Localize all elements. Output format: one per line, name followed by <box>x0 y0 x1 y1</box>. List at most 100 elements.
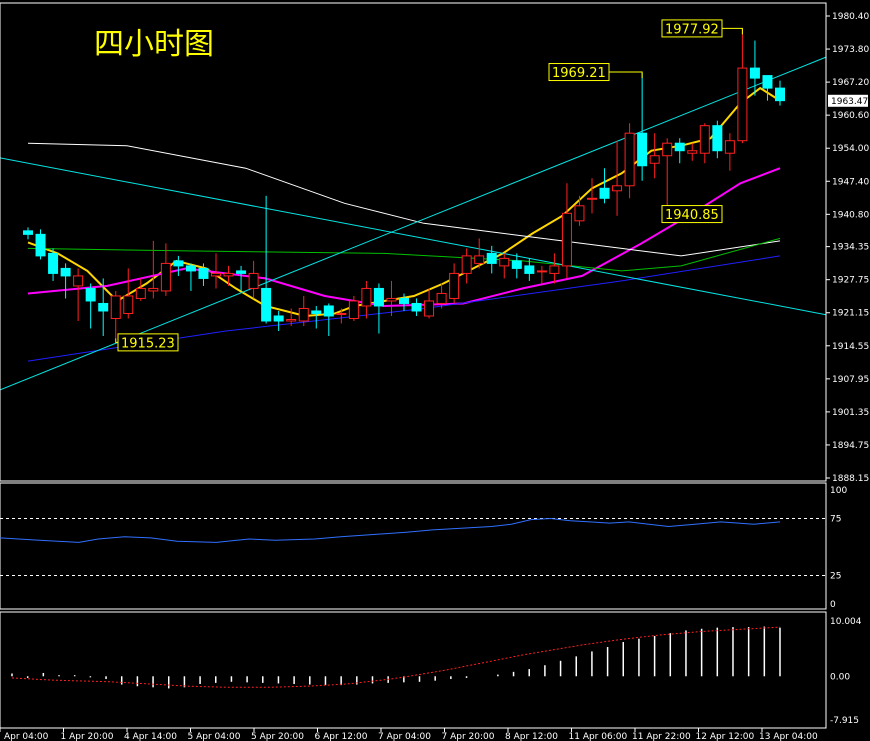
time-tick-label: 5 Apr 20:00 <box>251 732 304 741</box>
annotation-label: 1915.23 <box>121 336 175 351</box>
candle <box>424 288 435 319</box>
time-tick-label: 4 Apr 14:00 <box>124 732 177 741</box>
candle <box>449 263 460 304</box>
candle-body <box>198 267 209 279</box>
candle-body <box>248 272 259 289</box>
candle-body <box>511 260 522 269</box>
candle-body <box>524 265 535 274</box>
histogram-panel-frame <box>0 611 827 729</box>
ma-line-2 <box>27 142 781 257</box>
candle <box>348 295 359 321</box>
candle-body <box>662 142 673 157</box>
chart-title: 四小时图 <box>94 27 214 62</box>
candle-body <box>549 265 560 274</box>
candle-body <box>449 272 460 299</box>
histogram-panel: 10.004 0.00 -7.915 <box>0 611 862 729</box>
candle-body <box>737 67 748 142</box>
candle <box>712 120 723 159</box>
annotation-leader <box>115 338 118 343</box>
candle-body <box>348 300 359 319</box>
candle <box>486 245 497 274</box>
candle <box>311 305 322 329</box>
candle <box>474 238 485 269</box>
rsi-panel: 100 75 25 0 <box>0 482 847 610</box>
price-tick-label: 1901.35 <box>832 408 869 418</box>
candle-body <box>624 132 635 187</box>
candle-body <box>98 302 109 312</box>
candle <box>35 229 46 260</box>
candle <box>561 183 572 279</box>
candle-body <box>599 187 610 199</box>
annotation-label: 1977.92 <box>665 22 719 37</box>
annotation-box <box>661 205 723 224</box>
candle-body <box>712 125 723 152</box>
candle-body <box>211 272 221 277</box>
candle <box>286 308 297 327</box>
price-panel-frame <box>0 2 827 482</box>
annotation-leader <box>722 27 743 35</box>
candle <box>411 298 422 316</box>
candle <box>624 123 635 199</box>
price-tick-label: 1888.15 <box>832 474 869 484</box>
candle <box>23 227 33 240</box>
candle-body <box>411 302 422 312</box>
candle-body <box>85 287 96 302</box>
price-tick-label: 1894.75 <box>832 441 869 451</box>
price-tick-label: 1947.40 <box>832 177 869 187</box>
candle-body <box>687 150 698 154</box>
candle-body <box>574 205 585 222</box>
candle-body <box>135 287 146 299</box>
price-tick-label: 1954.00 <box>832 144 869 154</box>
candle-body <box>486 252 497 264</box>
candle-body <box>110 295 121 319</box>
candle <box>499 253 510 279</box>
candle <box>323 303 334 337</box>
candle-body <box>436 292 447 304</box>
candle <box>524 258 535 281</box>
rsi-tick-label: 100 <box>830 486 847 496</box>
price-tick-label: 1980.40 <box>832 12 869 22</box>
candle <box>223 265 234 286</box>
price-tick-label: 1973.80 <box>832 45 869 55</box>
candle <box>261 195 272 324</box>
price-annotation: 1915.23 <box>115 333 179 352</box>
price-annotation: 1940.85 <box>661 205 723 224</box>
candle <box>373 283 384 334</box>
candle-body <box>749 67 760 79</box>
candle <box>273 310 284 332</box>
candle-body <box>637 132 648 167</box>
price-tick-label: 1921.15 <box>832 309 869 319</box>
rsi-line <box>0 517 781 543</box>
time-tick-label: Apr 04:00 <box>4 732 49 741</box>
candle <box>386 280 397 316</box>
rsi-panel-frame <box>0 482 827 610</box>
candle <box>511 253 522 279</box>
candle <box>399 293 409 311</box>
candle-body <box>323 305 334 317</box>
time-tick-label: 7 Apr 20:00 <box>442 732 495 741</box>
candle-body <box>674 142 685 152</box>
annotation-box <box>117 333 179 352</box>
candle-body <box>499 257 510 267</box>
candle-body <box>386 297 397 302</box>
price-tick-label: 1907.95 <box>832 375 869 385</box>
candle <box>612 140 623 216</box>
histogram-tick-label: 10.004 <box>830 617 862 627</box>
candle <box>699 123 710 164</box>
candle-body <box>173 260 184 267</box>
annotation-label: 1940.85 <box>665 208 719 223</box>
candle-body <box>223 272 234 277</box>
candle-body <box>775 87 785 102</box>
rsi-tick-label: 75 <box>830 515 841 525</box>
candle <box>775 80 785 106</box>
ma-line-5 <box>0 157 827 316</box>
candle <box>461 248 472 284</box>
candle-body <box>35 233 46 257</box>
candle <box>361 280 372 319</box>
candle-body <box>373 287 384 307</box>
candle-body <box>273 315 284 322</box>
rsi-tick-label: 0 <box>830 600 836 610</box>
candle <box>549 253 560 284</box>
time-tick-label: 7 Apr 04:00 <box>378 732 431 741</box>
